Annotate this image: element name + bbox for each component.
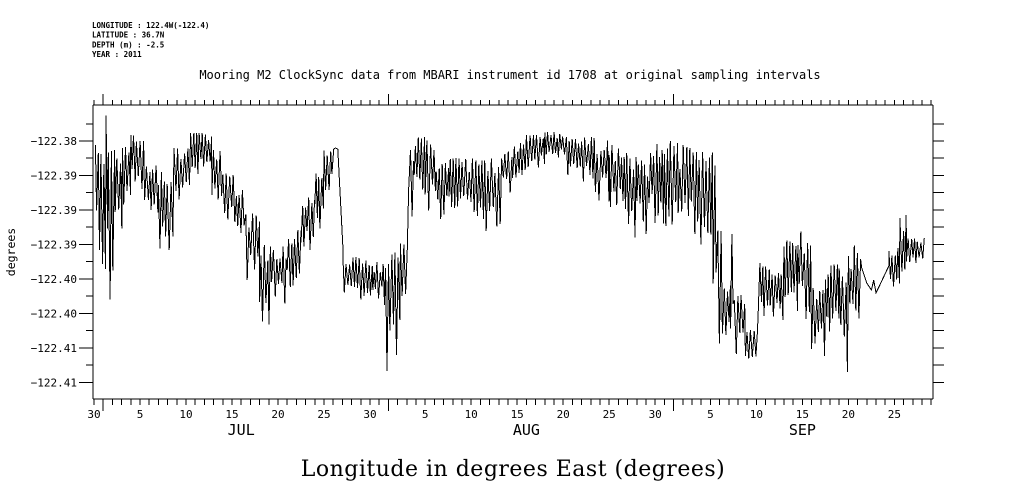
x-tick-label: 30	[649, 408, 662, 421]
x-tick-label: 5	[422, 408, 429, 421]
meta-latitude: LATITUDE : 36.7N	[92, 31, 165, 40]
x-tick-label: 25	[603, 408, 616, 421]
x-tick-label: 20	[271, 408, 284, 421]
y-tick-label: −122.40	[31, 273, 77, 286]
plot-axes: −122.38 −122.39 −122.39 −122.39 −122.40 −122.…	[31, 94, 944, 439]
x-tick-label: 5	[707, 408, 714, 421]
chart-title: Mooring M2 ClockSync data from MBARI ins…	[199, 68, 820, 82]
y-tick-label: −122.41	[31, 376, 77, 389]
x-tick-label: 30	[87, 408, 100, 421]
x-tick-label: 10	[750, 408, 763, 421]
y-axis-title: degrees	[4, 228, 18, 276]
x-month-label: AUG	[513, 421, 540, 439]
y-tick-label: −122.41	[31, 342, 77, 355]
meta-longitude: LONGITUDE : 122.4W(-122.4)	[92, 21, 209, 30]
data-series	[94, 115, 925, 373]
x-tick-label: 15	[225, 408, 238, 421]
x-tick-label: 25	[317, 408, 330, 421]
x-month-label: SEP	[789, 421, 816, 439]
x-tick-label: 30	[363, 408, 376, 421]
y-tick-label: −122.39	[31, 204, 77, 217]
meta-depth: DEPTH (m) : -2.5	[92, 40, 164, 49]
longitude-series-line	[94, 115, 925, 373]
y-tick-label: −122.39	[31, 169, 77, 182]
y-tick-label: −122.39	[31, 238, 77, 251]
x-tick-label: 10	[179, 408, 192, 421]
meta-year: YEAR : 2011	[92, 50, 142, 59]
x-tick-label: 10	[465, 408, 478, 421]
x-tick-label: 25	[888, 408, 901, 421]
x-tick-label: 15	[796, 408, 809, 421]
metadata-block: LONGITUDE : 122.4W(-122.4) LATITUDE : 36…	[92, 21, 209, 59]
x-month-label: JUL	[228, 421, 255, 439]
y-tick-label: −122.38	[31, 135, 77, 148]
y-tick-label: −122.40	[31, 307, 77, 320]
x-tick-label: 20	[557, 408, 570, 421]
x-axis-title: Longitude in degrees East (degrees)	[301, 457, 725, 482]
x-tick-label: 15	[511, 408, 524, 421]
x-tick-label: 20	[842, 408, 855, 421]
x-tick-label: 5	[137, 408, 144, 421]
